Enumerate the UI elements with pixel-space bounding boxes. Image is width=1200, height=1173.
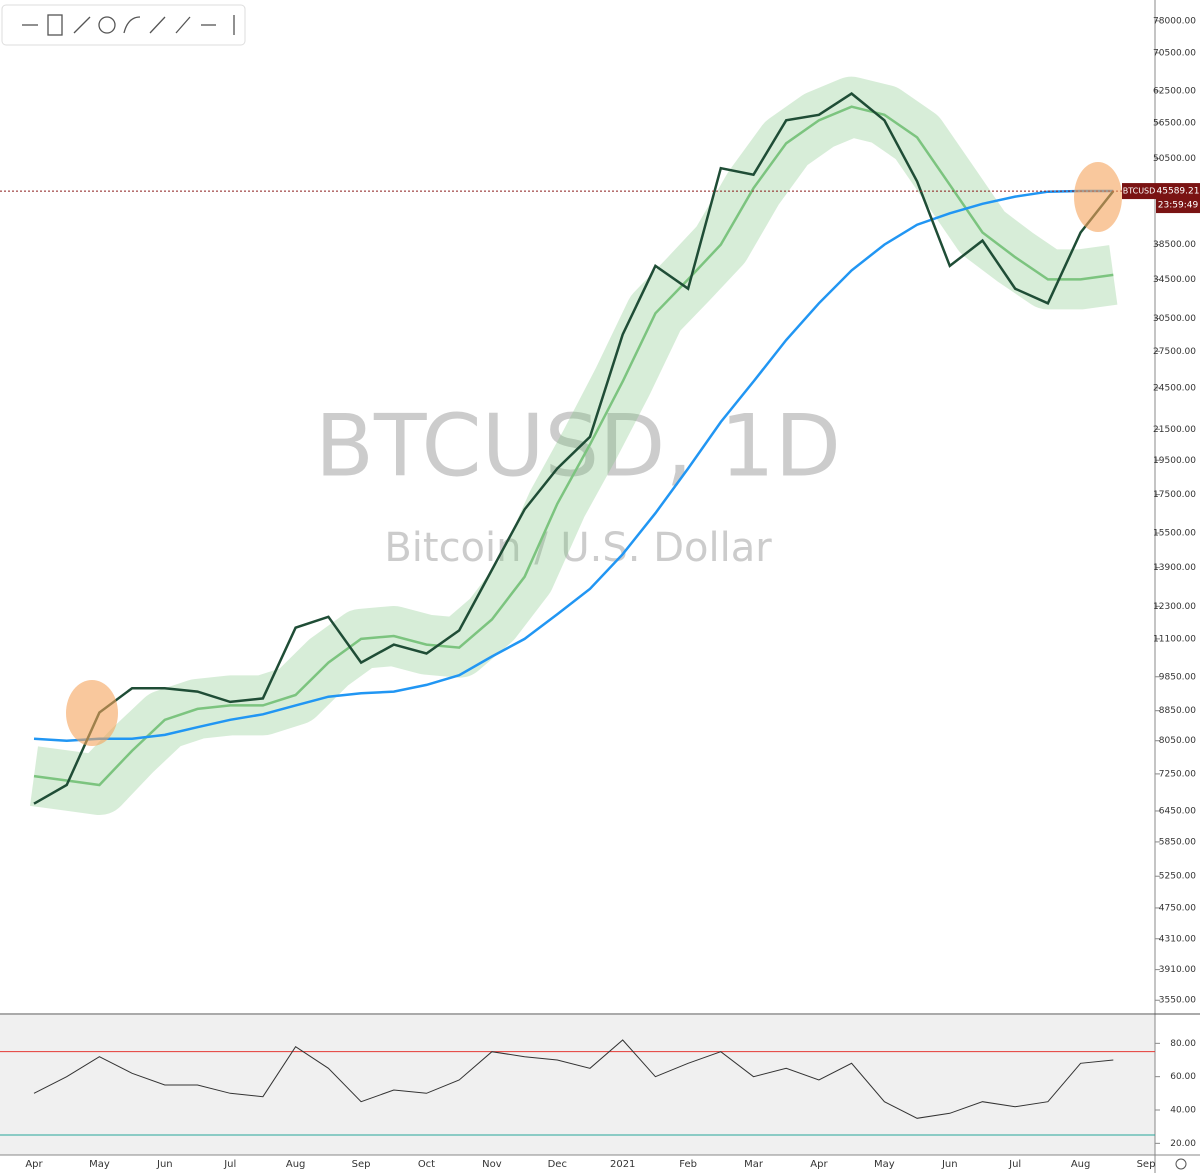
y-tick-label: 13900.00 — [1153, 563, 1196, 573]
x-tick-label: Mar — [744, 1159, 764, 1170]
y-tick-label: 24500.00 — [1153, 383, 1196, 393]
x-tick-label: Sep — [1137, 1159, 1156, 1170]
toolbar-box — [1, 4, 246, 46]
countdown-label: 23:59:49 — [1158, 201, 1199, 211]
band — [29, 76, 1118, 815]
x-tick-label: Jul — [1008, 1159, 1021, 1170]
y-tick-label: 8850.00 — [1159, 706, 1196, 716]
x-tick-label: 2021 — [610, 1159, 635, 1170]
highlight — [1074, 162, 1122, 232]
tool-icon[interactable] — [175, 16, 191, 34]
watermark-subtitle: Bitcoin / U.S. Dollar — [384, 525, 772, 571]
y-tick-label: 12300.00 — [1153, 602, 1196, 612]
tool-icon[interactable] — [123, 16, 141, 34]
x-tick-label: Dec — [548, 1159, 567, 1170]
y-tick-label: 34500.00 — [1153, 275, 1196, 285]
y-tick-label: 50500.00 — [1153, 154, 1196, 164]
y-tick-label: 19500.00 — [1153, 456, 1196, 466]
watermark-title: BTCUSD, 1D — [315, 396, 841, 496]
y-tick-label: 3910.00 — [1159, 965, 1196, 975]
series-line — [33, 1039, 1114, 1119]
x-tick-label: Sep — [352, 1159, 371, 1170]
y-tick-label: 5850.00 — [1159, 837, 1196, 847]
x-tick-label: Jul — [223, 1159, 236, 1170]
x-tick-label: May — [89, 1159, 110, 1170]
y-tick-label: 56500.00 — [1153, 119, 1196, 129]
x-tick-label: Nov — [482, 1159, 502, 1170]
y-tick-label: 40.00 — [1170, 1106, 1196, 1116]
y-tick-label: 8050.00 — [1159, 736, 1196, 746]
tool-icon[interactable] — [73, 16, 91, 34]
y-tick-label: 6450.00 — [1159, 806, 1196, 816]
y-tick-label: 4310.00 — [1159, 934, 1196, 944]
y-tick-label: 4750.00 — [1159, 903, 1196, 913]
y-tick-label: 30500.00 — [1153, 314, 1196, 324]
y-tick-label: 62500.00 — [1153, 87, 1196, 97]
y-tick-label: 5250.00 — [1159, 872, 1196, 882]
x-tick-label: Oct — [418, 1159, 435, 1170]
y-tick-label: 7250.00 — [1159, 769, 1196, 779]
series-line — [33, 92, 1115, 805]
symbol-tag — [1122, 183, 1156, 200]
price-label: 45589.21 — [1157, 187, 1200, 197]
tool-icon[interactable] — [47, 14, 63, 36]
symbol-label: BTCUSD — [1123, 187, 1156, 196]
marks — [0, 76, 1155, 1136]
y-tick-label: 11100.00 — [1153, 634, 1196, 644]
tool-icon[interactable] — [149, 16, 166, 34]
y-tick-label: 60.00 — [1170, 1072, 1196, 1082]
settings-icon[interactable] — [1175, 1158, 1187, 1170]
y-tick-label: 9850.00 — [1159, 672, 1196, 682]
highlight — [66, 680, 118, 746]
y-tick-label: 17500.00 — [1153, 490, 1196, 500]
price-tag — [1156, 183, 1200, 214]
y-tick-label: 70500.00 — [1153, 48, 1196, 58]
toolbar — [1, 4, 246, 46]
series-line — [33, 189, 1114, 742]
x-tick-label: Aug — [1071, 1159, 1091, 1170]
series-line — [33, 105, 1114, 787]
x-tick-label: Apr — [25, 1159, 43, 1170]
tool-icon[interactable] — [98, 16, 116, 34]
y-tick-label: 21500.00 — [1153, 425, 1196, 435]
x-tick-label: Apr — [810, 1159, 828, 1170]
y-tick-label: 3550.00 — [1159, 996, 1196, 1006]
y-tick-label: 38500.00 — [1153, 240, 1196, 250]
x-tick-label: Jun — [156, 1159, 173, 1170]
y-tick-label: 80.00 — [1170, 1039, 1196, 1049]
x-tick-label: Jun — [941, 1159, 958, 1170]
y-tick-label: 78000.00 — [1153, 16, 1196, 26]
x-tick-label: May — [874, 1159, 895, 1170]
y-tick-label: 20.00 — [1170, 1139, 1196, 1149]
y-tick-label: 15500.00 — [1153, 529, 1196, 539]
y-tick-label: 27500.00 — [1153, 347, 1196, 357]
x-tick-label: Feb — [679, 1159, 697, 1170]
x-tick-label: Aug — [286, 1159, 306, 1170]
